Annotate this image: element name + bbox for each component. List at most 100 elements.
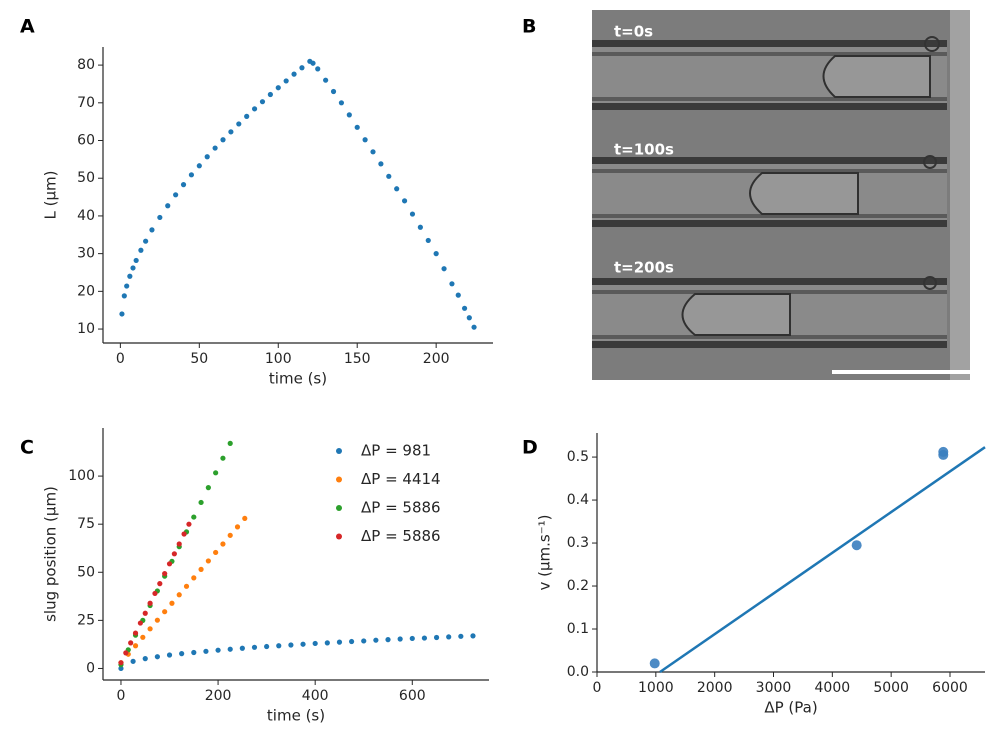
data-point <box>196 163 202 169</box>
data-point <box>251 644 258 650</box>
data-point <box>204 154 210 160</box>
data-point <box>471 324 477 330</box>
data-point <box>259 99 266 105</box>
data-point <box>330 88 337 95</box>
x-axis-label: time (s) <box>269 370 327 388</box>
data-point <box>425 237 431 244</box>
fit-line <box>659 446 986 674</box>
data-point <box>179 651 185 657</box>
data-point <box>441 266 447 272</box>
data-point <box>397 636 403 642</box>
data-point <box>455 292 461 298</box>
data-point <box>421 635 428 641</box>
legend-label: ΔP = 981 <box>361 442 431 460</box>
data-point <box>851 540 862 551</box>
data-point <box>234 524 241 530</box>
data-point <box>173 192 179 198</box>
x-tick-label: 150 <box>344 351 371 367</box>
data-point <box>205 558 211 564</box>
legend-marker <box>336 505 342 511</box>
data-point <box>323 77 329 83</box>
data-point <box>228 129 234 135</box>
legend-label: ΔP = 5886 <box>361 499 441 517</box>
data-point <box>227 646 233 652</box>
data-point <box>267 91 273 98</box>
panel-label: B <box>522 16 536 38</box>
data-point <box>191 649 197 656</box>
data-point <box>213 549 219 556</box>
data-point <box>171 551 177 557</box>
y-tick-label: 0.4 <box>567 492 589 508</box>
time-label: t=0s <box>614 23 653 41</box>
data-point <box>132 630 139 636</box>
x-tick-label: 4000 <box>815 680 851 696</box>
data-point <box>180 182 187 188</box>
data-point <box>324 640 330 646</box>
y-tick-label: 0.3 <box>567 535 589 551</box>
data-point <box>191 575 197 581</box>
data-point <box>133 257 139 264</box>
image-edge <box>950 10 970 380</box>
data-point <box>203 648 209 654</box>
data-point <box>142 656 148 662</box>
data-point <box>188 172 195 178</box>
tube <box>592 155 947 227</box>
data-point <box>227 440 233 446</box>
data-point <box>132 643 139 649</box>
micrograph <box>592 10 970 380</box>
data-point <box>373 637 379 643</box>
y-tick-label: 80 <box>77 57 95 73</box>
data-point <box>149 227 155 233</box>
data-point <box>198 499 204 506</box>
legend-marker <box>336 448 342 454</box>
data-point <box>386 173 392 179</box>
data-point <box>361 638 367 644</box>
data-point <box>433 634 440 641</box>
data-point <box>409 211 416 217</box>
data-point <box>119 311 125 317</box>
data-point <box>140 634 146 640</box>
y-tick-label: 70 <box>77 95 95 111</box>
data-point <box>239 645 245 651</box>
y-tick-label: 0.0 <box>567 664 589 680</box>
panel-label: A <box>20 16 35 38</box>
data-point <box>401 198 408 204</box>
data-point <box>169 600 175 606</box>
data-point <box>154 617 160 623</box>
data-point <box>157 214 163 221</box>
data-point <box>348 638 355 645</box>
y-tick-label: 0.1 <box>567 621 589 637</box>
x-tick-label: 50 <box>190 351 208 367</box>
data-point <box>378 161 384 167</box>
x-tick-label: 600 <box>399 688 426 704</box>
data-point <box>220 137 226 143</box>
x-tick-label: 200 <box>205 688 232 704</box>
data-point <box>291 71 297 77</box>
y-tick-label: 10 <box>77 321 95 337</box>
data-point <box>147 600 153 606</box>
x-tick-label: 100 <box>265 351 292 367</box>
data-point <box>154 654 160 660</box>
data-point <box>394 186 400 192</box>
data-point <box>212 145 218 151</box>
data-point <box>449 281 455 287</box>
panel-label: D <box>522 437 538 459</box>
time-label: t=100s <box>614 141 674 159</box>
data-point <box>128 640 134 646</box>
data-point <box>276 643 282 649</box>
tube <box>592 276 947 348</box>
panel-label: C <box>20 437 34 459</box>
data-point <box>213 470 219 476</box>
data-point <box>166 652 173 658</box>
data-point <box>157 581 163 587</box>
time-label: t=200s <box>614 259 674 277</box>
y-tick-label: 20 <box>77 283 95 299</box>
y-tick-label: 60 <box>77 133 95 149</box>
data-point <box>312 640 318 647</box>
y-tick-label: 50 <box>77 564 95 580</box>
data-point <box>227 532 233 538</box>
y-tick-label: 40 <box>77 208 95 224</box>
data-point <box>417 224 423 230</box>
data-point <box>370 149 376 155</box>
